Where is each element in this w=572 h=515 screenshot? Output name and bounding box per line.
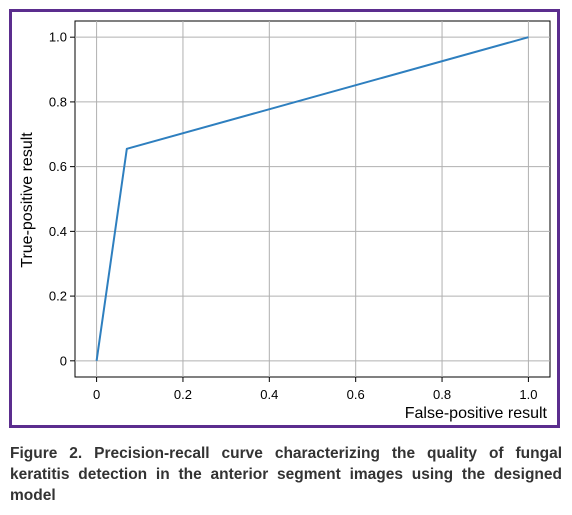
- x-axis-label: False-positive result: [405, 405, 548, 422]
- figure-caption: Figure 2. Precision-recall curve charact…: [10, 445, 562, 504]
- series-line: [95, 36, 529, 361]
- x-tick-label: 0: [93, 387, 100, 402]
- y-tick-label: 0.4: [49, 224, 67, 239]
- x-tick-label: 0.4: [260, 387, 278, 402]
- x-tick-label: 0.8: [433, 387, 451, 402]
- ticks: 0 0.2 0.4 0.6 0.8 1.0 0 0.2 0.4 0.6 0.8 1.0: [49, 30, 538, 402]
- x-tick-label: 1.0: [519, 387, 537, 402]
- y-tick-label: 0.2: [49, 289, 67, 304]
- y-tick-label: 0.8: [49, 94, 67, 109]
- chart: 0 0.2 0.4 0.6 0.8 1.0 0 0.2 0.4 0.6 0.8 1.0 False-p…: [19, 20, 551, 422]
- plot-area: [74, 20, 551, 378]
- grid: [75, 21, 550, 377]
- y-tick-label: 0: [60, 353, 67, 368]
- y-tick-label: 0.6: [49, 159, 67, 174]
- y-tick-label: 1.0: [49, 30, 67, 45]
- x-tick-label: 0.2: [174, 387, 192, 402]
- x-tick-label: 0.6: [347, 387, 365, 402]
- series-layer: [95, 36, 529, 361]
- y-axis-label: True-positive result: [19, 132, 36, 268]
